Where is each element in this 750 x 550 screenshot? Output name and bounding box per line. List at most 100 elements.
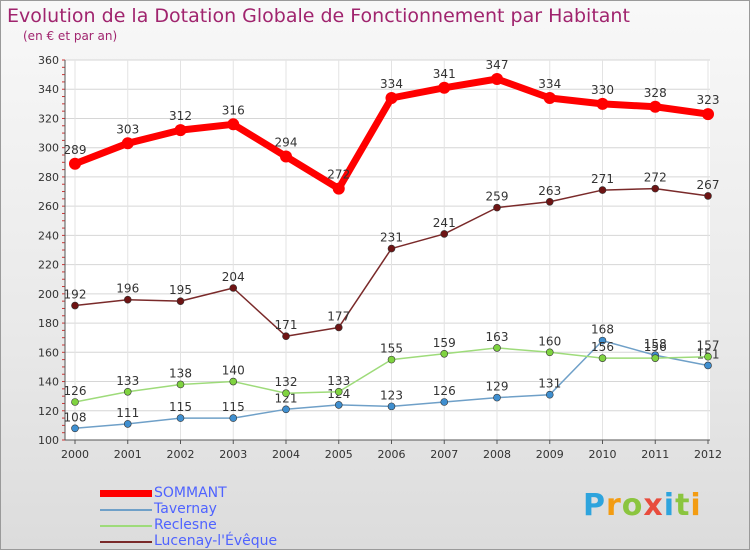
logo-letter: r (606, 488, 622, 523)
data-label: 155 (380, 342, 403, 356)
data-label: 168 (591, 323, 614, 337)
legend-label: Tavernay (154, 501, 217, 517)
data-label: 272 (327, 168, 350, 182)
x-tick-label: 2009 (536, 448, 564, 461)
proxiti-logo: Proxiti (583, 488, 702, 523)
x-tick-label: 2003 (219, 448, 247, 461)
logo-letter: t (675, 488, 691, 523)
logo-letter: x (643, 488, 664, 523)
data-label: 334 (538, 77, 561, 91)
data-point (598, 186, 607, 194)
y-tick-label: 100 (38, 434, 59, 447)
y-tick-label: 140 (38, 376, 59, 389)
data-label: 195 (169, 283, 192, 297)
data-label: 328 (644, 86, 667, 100)
logo-letter: i (690, 488, 702, 523)
logo-letter: P (583, 488, 606, 523)
y-tick-label: 260 (38, 200, 59, 213)
x-tick-label: 2002 (167, 448, 195, 461)
data-label: 133 (327, 374, 350, 388)
data-point (280, 150, 292, 163)
chart-subtitle: (en € et par an) (23, 29, 118, 43)
data-label: 259 (486, 190, 509, 204)
data-label: 129 (486, 380, 509, 394)
data-label: 138 (169, 366, 192, 380)
data-point (385, 92, 398, 104)
x-tick-label: 2012 (694, 448, 722, 461)
logo-letter: o (621, 488, 644, 523)
data-point (121, 137, 134, 150)
data-label: 156 (644, 340, 667, 354)
data-label: 263 (538, 184, 561, 198)
data-point (704, 192, 712, 200)
data-point (491, 73, 503, 85)
data-label: 115 (169, 400, 192, 414)
x-tick-label: 2010 (589, 448, 617, 461)
legend-item: Reclesne (100, 517, 340, 533)
data-label: 121 (275, 391, 298, 405)
data-point (649, 100, 662, 113)
legend-label: Lucenay-l'Évêque (154, 533, 278, 549)
data-label: 123 (380, 388, 403, 402)
data-label: 231 (380, 231, 403, 245)
data-point (545, 348, 554, 357)
x-tick-label: 2008 (483, 448, 511, 461)
data-label: 163 (486, 330, 509, 344)
y-tick-label: 340 (38, 83, 59, 96)
legend: SOMMANT Tavernay Reclesne Lucenay-l'Évêque (100, 485, 340, 549)
data-label: 126 (433, 384, 456, 398)
data-label: 316 (222, 103, 245, 117)
y-tick-label: 180 (38, 317, 59, 330)
data-label: 160 (538, 334, 561, 348)
data-point (71, 301, 79, 310)
data-label: 303 (116, 122, 139, 136)
data-point (123, 387, 132, 396)
data-label: 271 (591, 172, 614, 186)
x-tick-label: 2005 (325, 448, 353, 461)
data-point (282, 332, 290, 341)
data-point (334, 387, 343, 396)
data-label: 159 (433, 336, 456, 350)
data-label: 126 (64, 384, 87, 398)
data-label: 289 (64, 143, 87, 157)
data-label: 171 (275, 318, 298, 332)
data-point (493, 344, 501, 352)
data-point (176, 414, 185, 422)
legend-label: Reclesne (154, 517, 217, 533)
y-tick-label: 300 (38, 142, 59, 155)
data-point (229, 377, 238, 386)
data-label: 157 (697, 339, 720, 353)
data-point (598, 336, 607, 345)
legend-item: Lucenay-l'Évêque (100, 533, 340, 549)
data-label: 192 (64, 288, 87, 302)
data-point (176, 297, 185, 305)
x-tick-label: 2011 (641, 448, 669, 461)
legend-swatch (100, 509, 152, 511)
x-tick-label: 2004 (272, 448, 300, 461)
data-label: 108 (64, 410, 87, 424)
data-point (229, 414, 238, 422)
data-label: 334 (380, 77, 403, 91)
x-tick-label: 2007 (430, 448, 458, 461)
y-tick-label: 360 (38, 54, 59, 67)
data-point (702, 108, 714, 121)
y-tick-label: 160 (38, 346, 59, 359)
data-label: 140 (222, 364, 245, 378)
legend-swatch (100, 490, 152, 497)
data-point (71, 424, 79, 433)
data-point (69, 157, 81, 170)
plot-area (65, 60, 710, 440)
data-label: 241 (433, 216, 456, 230)
y-tick-label: 240 (38, 229, 59, 242)
data-point (282, 389, 290, 398)
data-point (493, 203, 501, 212)
data-point (440, 230, 449, 238)
data-label: 272 (644, 171, 667, 185)
legend-swatch (100, 525, 152, 527)
y-tick-label: 200 (38, 288, 59, 301)
x-tick-label: 2000 (61, 448, 89, 461)
data-point (229, 284, 238, 292)
data-label: 133 (116, 374, 139, 388)
data-point (598, 354, 607, 362)
